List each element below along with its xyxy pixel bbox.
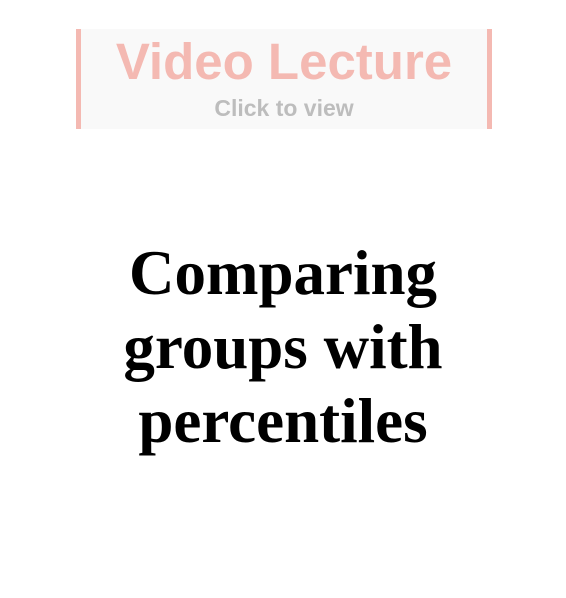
lecture-title: Comparing groups with percentiles (123, 238, 443, 456)
video-lecture-link[interactable]: Video Lecture Click to view (76, 29, 492, 129)
left-accent-bar (76, 29, 81, 129)
click-to-view-label: Click to view (214, 95, 354, 121)
video-lecture-title: Video Lecture (115, 33, 453, 90)
right-accent-bar (487, 29, 492, 129)
